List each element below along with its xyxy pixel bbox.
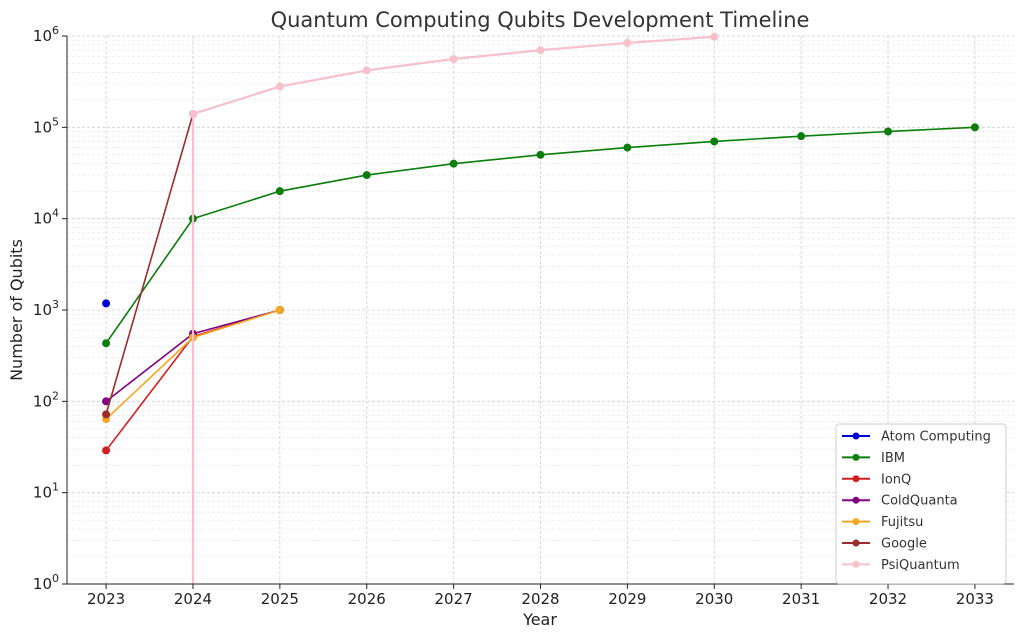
data-point — [536, 150, 545, 159]
x-tick-label: 2032 — [869, 590, 907, 608]
series-ibm — [102, 123, 979, 348]
y-tick-exponent: 5 — [52, 115, 59, 128]
legend-swatch-marker — [852, 518, 860, 526]
x-tick-label: 2026 — [348, 590, 386, 608]
y-tick-label: 105 — [33, 115, 59, 136]
x-tick-label: 2031 — [782, 590, 820, 608]
legend-swatch-marker — [852, 560, 860, 568]
y-axis-label: Number of Qubits — [7, 239, 26, 381]
data-point — [623, 38, 632, 47]
legend-item: ColdQuanta — [842, 494, 958, 509]
data-point — [102, 410, 111, 419]
y-tick-base: 10 — [33, 392, 52, 410]
data-point — [623, 143, 632, 152]
y-tick-label: 103 — [33, 298, 59, 319]
series-psiquantum — [188, 32, 719, 584]
legend-label: IBM — [881, 451, 905, 466]
x-tick-label: 2025 — [261, 590, 299, 608]
data-point — [102, 446, 111, 455]
legend-swatch-marker — [852, 539, 860, 547]
legend-item: IBM — [842, 451, 905, 466]
chart-title: Quantum Computing Qubits Development Tim… — [271, 8, 810, 32]
series-line — [191, 35, 715, 584]
legend-swatch-marker — [852, 496, 860, 504]
x-tick-label: 2024 — [174, 590, 212, 608]
x-tick-label: 2033 — [956, 590, 994, 608]
y-tick-exponent: 3 — [52, 298, 59, 311]
y-tick-base: 10 — [33, 210, 52, 228]
legend-label: Fujitsu — [881, 515, 923, 530]
y-tick-label: 100 — [33, 572, 59, 593]
data-point — [362, 171, 371, 180]
legend-item: Fujitsu — [842, 515, 923, 530]
legend-label: Atom Computing — [881, 430, 991, 445]
legend-label: Google — [881, 537, 927, 552]
legend-box — [835, 423, 1007, 585]
data-point — [536, 46, 545, 55]
data-point — [362, 66, 371, 75]
series-line — [105, 113, 194, 415]
legend-item: PsiQuantum — [842, 558, 960, 573]
x-tick-label: 2029 — [608, 590, 646, 608]
legend-label: IonQ — [881, 472, 911, 487]
legend-item: Google — [842, 537, 927, 552]
y-tick-base: 10 — [33, 118, 52, 136]
legend-swatch-marker — [852, 453, 860, 461]
x-tick-label: 2030 — [695, 590, 733, 608]
legend: Atom Computing IBM IonQ ColdQuanta Fujitsu Go… — [835, 423, 1007, 585]
series-atom-computing — [102, 299, 111, 308]
y-tick-exponent: 1 — [52, 481, 59, 494]
data-point — [275, 187, 284, 196]
x-tick-label: 2023 — [87, 590, 125, 608]
y-tick-exponent: 6 — [52, 24, 59, 37]
y-tick-label: 106 — [33, 24, 59, 45]
data-point — [449, 54, 458, 63]
series-line — [105, 126, 975, 344]
data-point — [102, 299, 111, 308]
data-point — [102, 339, 111, 348]
series-google — [102, 109, 197, 419]
legend-label: ColdQuanta — [881, 494, 958, 509]
series-layer — [102, 32, 979, 584]
data-point — [275, 82, 284, 91]
data-point — [710, 137, 719, 146]
x-tick-label: 2027 — [435, 590, 473, 608]
y-tick-label: 102 — [33, 389, 59, 410]
data-point — [710, 32, 719, 41]
y-tick-base: 10 — [33, 301, 52, 319]
data-point — [449, 159, 458, 168]
y-tick-exponent: 2 — [52, 389, 59, 402]
data-point — [797, 132, 806, 141]
data-point — [970, 123, 979, 132]
legend-item: IonQ — [842, 472, 911, 487]
y-tick-label: 101 — [33, 481, 59, 502]
legend-swatch-marker — [852, 475, 860, 483]
y-tick-exponent: 0 — [52, 572, 59, 585]
y-tick-base: 10 — [33, 27, 52, 45]
legend-swatch-marker — [852, 432, 860, 440]
data-point — [884, 127, 893, 136]
y-tick-label: 104 — [33, 207, 59, 228]
legend-item: Atom Computing — [842, 430, 991, 445]
x-axis-label: Year — [522, 610, 557, 629]
legend-label: PsiQuantum — [881, 558, 960, 573]
y-tick-exponent: 4 — [52, 207, 59, 220]
data-point — [275, 306, 284, 314]
grid — [67, 35, 1014, 585]
y-tick-base: 10 — [33, 484, 52, 502]
y-tick-base: 10 — [33, 575, 52, 593]
data-point — [188, 109, 197, 118]
x-tick-label: 2028 — [521, 590, 559, 608]
data-point — [102, 397, 111, 406]
